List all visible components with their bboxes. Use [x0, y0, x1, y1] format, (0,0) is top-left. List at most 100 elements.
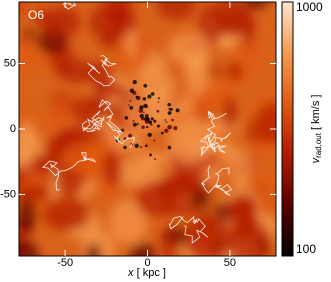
map-blob — [256, 102, 276, 145]
map-speck — [153, 119, 157, 123]
map-speck — [147, 94, 152, 99]
map-speck — [129, 106, 134, 110]
x-axis-unit: [ kpc ] — [137, 267, 166, 279]
map-speck — [123, 145, 127, 150]
map-speck — [148, 120, 152, 124]
map-speck — [167, 102, 171, 107]
map-blob — [213, 2, 247, 33]
map-blob — [155, 176, 200, 195]
map-speck — [157, 97, 160, 100]
map-blob — [92, 91, 105, 112]
map-speck — [165, 121, 168, 123]
colorbar-symbol: v — [310, 156, 322, 163]
map-blob — [42, 199, 91, 231]
map-blob — [226, 61, 244, 82]
map-speck — [139, 113, 144, 119]
map-image — [19, 2, 276, 256]
map-speck — [153, 139, 156, 142]
map-speck — [120, 128, 125, 133]
map-texture — [19, 2, 276, 256]
contour-line — [87, 54, 117, 87]
map-blob — [33, 6, 51, 27]
map-speck — [134, 143, 139, 149]
x-tick-label: 50 — [224, 257, 236, 269]
map-blob — [105, 2, 133, 26]
map-speck — [139, 105, 144, 110]
map-blob — [222, 94, 237, 130]
map-blob — [19, 185, 52, 202]
map-speck — [150, 117, 154, 121]
map-speck — [156, 109, 160, 113]
contour-line — [41, 152, 97, 191]
x-tick-label: 0 — [144, 257, 150, 269]
map-blob — [161, 224, 175, 256]
map-blob — [46, 20, 61, 43]
map-speck — [169, 107, 173, 112]
map-speck — [124, 116, 129, 120]
y-tick-label: -50 — [0, 188, 16, 200]
map-speck — [150, 123, 153, 126]
map-blob — [232, 195, 258, 243]
map-speck — [143, 83, 148, 88]
panel-label: O6 — [28, 8, 44, 22]
contour-line — [81, 110, 105, 133]
map-speck — [127, 104, 130, 106]
map-blob — [101, 149, 123, 188]
colorbar-tick-label: 100 — [296, 242, 316, 256]
map-blob — [167, 33, 212, 66]
colorbar-unit: [ km/s ] — [310, 95, 322, 130]
map-blob — [21, 118, 34, 166]
map-blob — [83, 165, 96, 182]
map-speck — [128, 133, 133, 138]
colorbar-subscript: rad,out — [314, 132, 323, 158]
map-speck — [145, 144, 148, 148]
map-speck — [156, 124, 160, 128]
map-blob — [202, 163, 222, 186]
map-blob — [178, 93, 193, 116]
map-speck — [171, 118, 175, 122]
colorbar — [281, 1, 294, 257]
map-blob — [61, 155, 90, 169]
map-blob — [185, 217, 233, 256]
contour-line — [168, 215, 209, 244]
map-blob — [28, 155, 57, 171]
map-speck — [164, 119, 167, 121]
map-blob — [133, 151, 170, 165]
map-speck — [140, 145, 143, 148]
map-speck — [164, 128, 169, 133]
contour-line — [200, 165, 233, 196]
map-blob — [229, 148, 253, 188]
map-blob — [167, 118, 213, 164]
map-blob — [156, 2, 196, 20]
map-speck — [142, 97, 147, 101]
map-blob — [109, 199, 148, 245]
map-speck — [150, 92, 155, 96]
map-speck — [144, 104, 148, 108]
map-speck — [167, 145, 172, 150]
map-blob — [129, 242, 156, 256]
map-speck — [132, 119, 135, 123]
map-speck — [144, 114, 149, 118]
map-speck — [167, 111, 172, 115]
map-speck — [149, 153, 152, 157]
x-tick-label: -50 — [57, 257, 73, 269]
y-tick-label: 50 — [4, 57, 16, 69]
map-blob — [242, 2, 269, 9]
map-speck — [136, 122, 139, 125]
contour-line — [98, 99, 135, 148]
map-speck — [129, 99, 132, 102]
map-blob — [19, 240, 40, 256]
map-blob — [245, 173, 276, 192]
map-speck — [129, 88, 135, 93]
contour-line — [199, 132, 231, 157]
colorbar-label: vrad,out [ km/s ] — [310, 95, 323, 164]
map-speck — [157, 101, 160, 103]
map-blob — [48, 95, 71, 123]
map-blob — [56, 59, 96, 83]
map-speck — [160, 131, 164, 135]
x-axis-symbol: x — [127, 267, 134, 279]
contour-line — [205, 110, 227, 154]
map-blob — [19, 197, 37, 234]
